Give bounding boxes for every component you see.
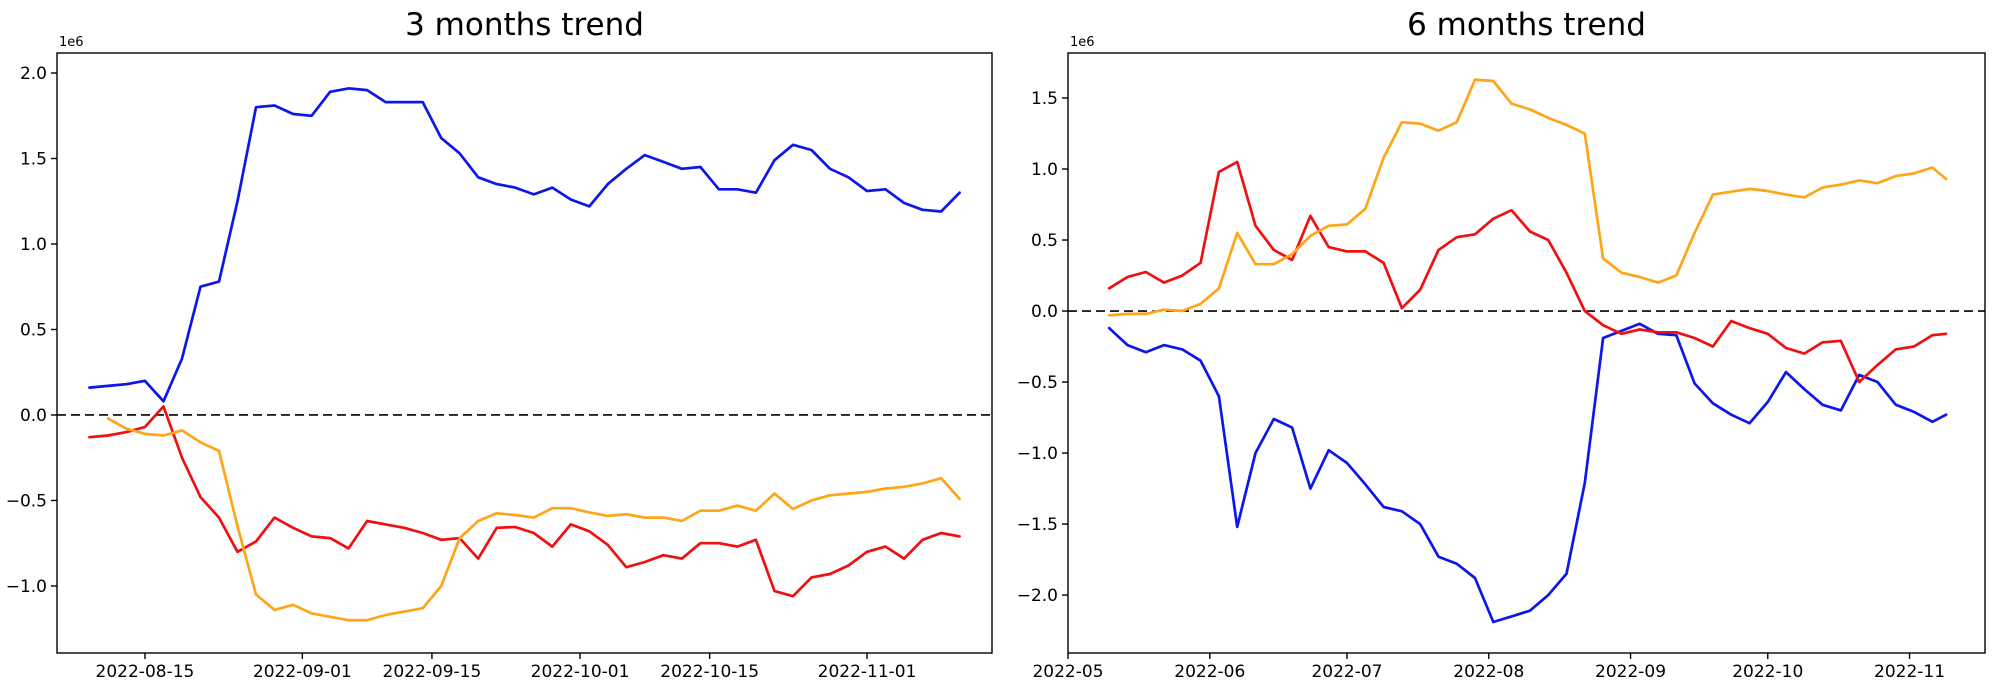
- left-chart-y-tick-label: 0.5: [20, 320, 47, 340]
- left-chart-y-tick-label: 1.0: [20, 235, 47, 255]
- left-chart-x-tick-label: 2022-09-15: [383, 662, 482, 682]
- right-chart-frame: [1067, 52, 1986, 654]
- right-chart-y-tick-label: 0.5: [1031, 231, 1058, 251]
- left-chart-x-tick-label: 2022-08-15: [96, 662, 195, 682]
- left-chart-x-tick-label: 2022-10-01: [531, 662, 630, 682]
- left-chart-axis-offset-label: 1e6: [59, 35, 84, 50]
- left-chart-y-tick-label: −0.5: [6, 491, 47, 511]
- left-chart-x-tick-label: 2022-11-01: [818, 662, 917, 682]
- right-chart-y-tick-label: −0.5: [1017, 373, 1058, 393]
- right-chart-blue-line: [1107, 322, 1948, 624]
- left-chart-blue-line: [88, 87, 961, 403]
- right-chart-y-tick-label: 1.0: [1031, 160, 1058, 180]
- left-chart-x-tick-label: 2022-10-15: [660, 662, 759, 682]
- right-chart-axis-offset-label: 1e6: [1070, 35, 1095, 50]
- right-chart-x-tick-label: 2022-07: [1311, 662, 1382, 682]
- left-chart-y-tick-label: −1.0: [6, 577, 47, 597]
- right-chart-x-tick-label: 2022-10: [1732, 662, 1803, 682]
- left-chart-x-tick-label: 2022-09-01: [253, 662, 352, 682]
- right-chart-red-line: [1107, 160, 1948, 384]
- left-chart-orange-line: [106, 417, 961, 622]
- right-chart-x-tick-label: 2022-08: [1453, 662, 1524, 682]
- left-chart-y-tick-label: 0.0: [20, 406, 47, 426]
- left-chart-red-line: [88, 405, 961, 598]
- right-chart-x-tick-label: 2022-11: [1874, 662, 1945, 682]
- right-chart-orange-line: [1107, 78, 1948, 317]
- right-chart-y-tick-label: 0.0: [1031, 302, 1058, 322]
- right-chart-y-tick-label: 1.5: [1031, 89, 1058, 109]
- right-chart-x-tick-label: 2022-09: [1595, 662, 1666, 682]
- left-chart-frame: [56, 52, 993, 654]
- left-chart-y-tick-label: 2.0: [20, 64, 47, 84]
- right-chart: 2022-05 2022-06 2022-07 2022-08 2022-09 2022-…: [1017, 35, 1986, 682]
- right-chart-x-tick-label: 2022-05: [1032, 662, 1103, 682]
- right-chart-y-tick-label: −1.0: [1017, 444, 1058, 464]
- left-chart-y-tick-label: 1.5: [20, 150, 47, 170]
- right-chart-y-tick-label: −1.5: [1017, 515, 1058, 535]
- right-chart-x-tick-label: 2022-06: [1174, 662, 1245, 682]
- left-chart: 2022-08-15 2022-09-01 2022-09-15 2022-10-01…: [6, 35, 993, 682]
- left-chart-title: 3 months trend: [405, 7, 644, 43]
- right-chart-y-tick-label: −2.0: [1017, 586, 1058, 606]
- right-chart-title: 6 months trend: [1407, 7, 1646, 43]
